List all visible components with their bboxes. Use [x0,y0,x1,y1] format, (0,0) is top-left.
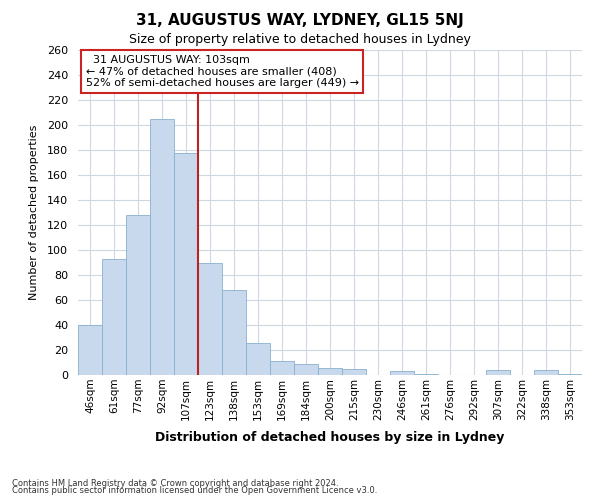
Bar [342,369,366,375]
X-axis label: Distribution of detached houses by size in Lydney: Distribution of detached houses by size … [155,431,505,444]
Y-axis label: Number of detached properties: Number of detached properties [29,125,38,300]
Bar [534,370,558,375]
Text: Contains HM Land Registry data © Crown copyright and database right 2024.: Contains HM Land Registry data © Crown c… [12,478,338,488]
Bar [246,342,270,375]
Bar [270,361,294,375]
Bar [150,118,174,375]
Bar [486,370,510,375]
Bar [126,215,150,375]
Bar [558,374,582,375]
Text: 31 AUGUSTUS WAY: 103sqm  
← 47% of detached houses are smaller (408)
52% of semi: 31 AUGUSTUS WAY: 103sqm ← 47% of detache… [86,55,359,88]
Bar [222,290,246,375]
Bar [198,262,222,375]
Bar [78,325,102,375]
Text: Contains public sector information licensed under the Open Government Licence v3: Contains public sector information licen… [12,486,377,495]
Bar [318,368,342,375]
Bar [102,259,126,375]
Text: Size of property relative to detached houses in Lydney: Size of property relative to detached ho… [129,32,471,46]
Bar [390,371,414,375]
Bar [414,374,438,375]
Text: 31, AUGUSTUS WAY, LYDNEY, GL15 5NJ: 31, AUGUSTUS WAY, LYDNEY, GL15 5NJ [136,12,464,28]
Bar [174,152,198,375]
Bar [294,364,318,375]
